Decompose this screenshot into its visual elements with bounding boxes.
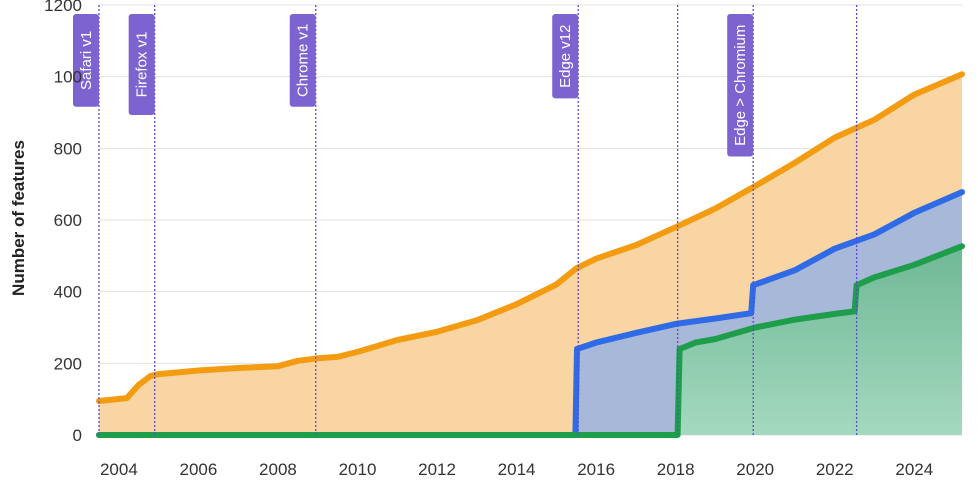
x-tick-label: 2020: [736, 460, 774, 479]
series-line-orange: [96, 71, 965, 404]
y-tick-label: 200: [54, 354, 82, 373]
series-lines: [96, 71, 965, 438]
milestone-label: Safari v1: [78, 31, 95, 90]
x-tick-label: 2004: [100, 460, 138, 479]
series-area-green: [99, 246, 962, 435]
y-tick-label: 800: [54, 139, 82, 158]
y-tick-label: 1200: [44, 0, 82, 15]
milestone-label-box: [73, 14, 99, 107]
y-axis-label: Number of features: [9, 140, 28, 296]
y-tick-label: 100: [54, 68, 82, 87]
x-tick-label: 2016: [577, 460, 615, 479]
x-tick-label: 2024: [895, 460, 933, 479]
milestone-label: Chrome v1: [295, 24, 312, 97]
milestone-label-box: [727, 14, 754, 157]
milestone-label: Edge > Chromium: [732, 25, 749, 146]
milestone-label-box: [128, 14, 155, 115]
y-tick-label: 400: [54, 283, 82, 302]
milestone-labels: Safari v1 Firefox v1 Chrome v1 Edge v12 Edge…: [73, 14, 754, 157]
y-tick-label: 600: [54, 211, 82, 230]
y-tick-label: 0: [73, 426, 82, 445]
grid-lines: [99, 4, 962, 436]
x-tick-label: 2022: [816, 460, 854, 479]
x-tick-label: 2006: [180, 460, 218, 479]
axis-tick-labels: 0 200 400 600 800 100 1200 2004 2006 2008 2010 2012…: [44, 0, 933, 479]
series-areas: [99, 74, 962, 435]
x-tick-label: 2018: [657, 460, 695, 479]
x-tick-label: 2008: [259, 460, 297, 479]
milestone-label-box: [552, 14, 579, 99]
x-tick-label: 2012: [418, 460, 456, 479]
series-line-blue: [96, 189, 965, 438]
milestone-label-box: [289, 14, 316, 107]
milestone-label: Edge v12: [557, 25, 574, 88]
series-line-green: [96, 243, 965, 438]
x-tick-label: 2014: [498, 460, 536, 479]
x-tick-label: 2010: [339, 460, 377, 479]
milestone-label: Firefox v1: [134, 32, 151, 98]
